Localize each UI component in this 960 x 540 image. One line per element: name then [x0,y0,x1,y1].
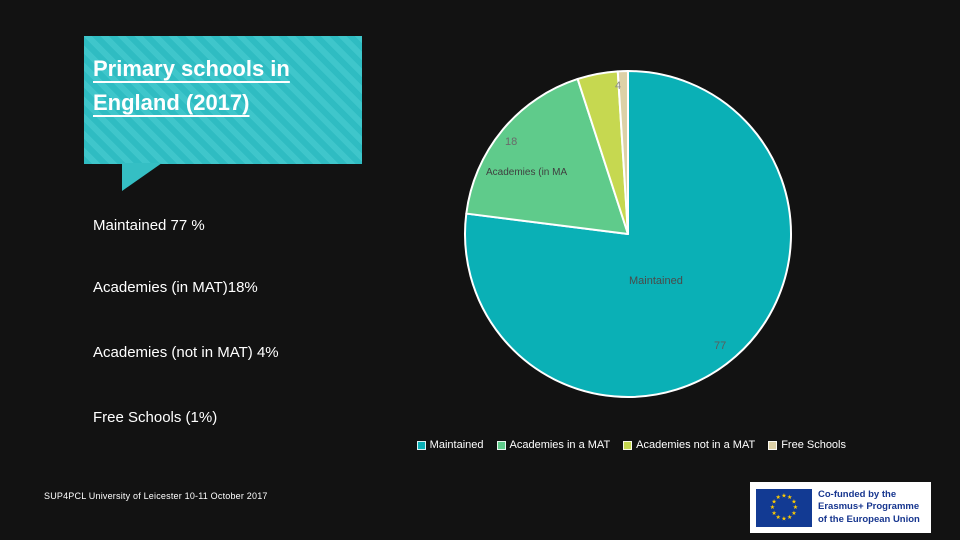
stat-free-schools: Free Schools (1%) [93,409,218,426]
legend-label: Free Schools [781,439,846,451]
pie-slice-maintained [464,70,792,398]
legend-marker-academies-not-mat [623,440,633,450]
legend-label: Academies not in a MAT [636,439,756,451]
pie-chart-svg [464,69,792,398]
legend-label: Academies in a MAT [509,439,611,451]
data-label-academies-mat-value: 18 [505,136,518,148]
legend-label: Maintained [429,439,484,451]
svg-text:★: ★ [781,515,786,522]
stat-academies-not-mat: Academies (not in MAT) 4% [93,344,279,361]
callout-tail [122,163,162,191]
stat-academies-mat: Academies (in MAT)18% [93,279,258,296]
svg-text:★: ★ [776,494,781,501]
chart-legend: Maintained Academies in a MAT Academies … [416,439,846,451]
svg-text:★: ★ [771,498,776,505]
title-callout: Primary schools in England (2017) [84,36,362,164]
legend-item-maintained: Maintained [416,439,484,451]
eu-funding-line: of the European Union [818,513,920,525]
legend-item-academies-mat: Academies in a MAT [496,439,611,451]
svg-text:★: ★ [776,513,781,520]
stat-maintained: Maintained 77 % [93,217,205,234]
eu-funding-logo: ★ ★ ★ ★ ★ ★ ★ ★ ★ ★ ★ ★ Co-funded by the Erasmus+ P… [750,482,931,533]
legend-marker-maintained [416,440,426,450]
legend-marker-academies-mat [496,440,506,450]
data-label-academies-not-mat-value: 4 [615,80,622,92]
data-label-maintained-value: 77 [714,340,727,352]
svg-text:★: ★ [771,509,776,516]
eu-funding-text: Co-funded by the Erasmus+ Programme of t… [818,489,925,527]
legend-marker-free-schools [768,440,778,450]
legend-item-free-schools: Free Schools [768,439,846,451]
svg-text:★: ★ [770,504,775,511]
eu-funding-line: Co-funded by the [818,488,897,500]
pie-chart [458,64,798,404]
data-label-maintained-name: Maintained [629,275,683,287]
pie-slice-academies-in-a-mat [465,77,629,235]
svg-text:★: ★ [787,494,792,501]
svg-text:★: ★ [791,509,796,516]
svg-text:★: ★ [787,513,792,520]
eu-funding-line: Erasmus+ Programme [818,501,920,513]
legend-item-academies-not-mat: Academies not in a MAT [623,439,755,451]
footer-credit: SUP4PCL University of Leicester 10-11 Oc… [44,491,268,501]
svg-text:★: ★ [791,498,796,505]
eu-flag-icon: ★ ★★★★★★★★★★★ [756,488,812,527]
page-title: Primary schools in England (2017) [93,56,290,115]
svg-text:★: ★ [793,504,798,511]
svg-text:★: ★ [781,492,786,499]
pie-slice-free-schools [616,69,629,235]
data-label-academies-mat-name: Academies (in MA [486,167,568,178]
